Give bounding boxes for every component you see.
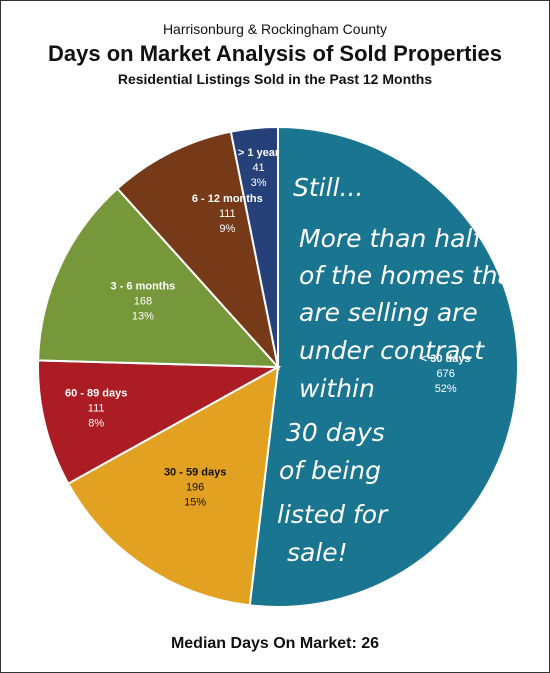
region-title: Harrisonburg & Rockingham County [162,21,388,37]
annotation-line-9: listed for [277,500,389,529]
median-label: Median Days On Market: [170,635,357,652]
slice-count-30-days: 676 [437,368,455,380]
pie-slice-30-days [248,125,519,608]
slice-count-6-12-months: 111 [219,208,236,220]
chart-title: Days on Market Analysis of Sold Properti… [48,41,502,66]
slice-count-3-6-months: 168 [134,296,152,308]
annotation-line-7: 30 days [286,418,385,447]
slice-count-1-year: 41 [252,162,264,174]
slice-percent-60-89-days: 8% [88,417,104,429]
slice-label-30-days: < 30 days [421,353,471,365]
slice-label-3-6-months: 3 - 6 months [111,281,176,293]
annotation-line-6: within [299,374,375,403]
slice-label-30-59-days: 30 - 59 days [164,467,226,479]
slice-count-60-89-days: 111 [88,402,105,414]
slice-percent-30-days: 52% [435,383,457,395]
slice-percent-30-59-days: 15% [184,497,206,509]
slice-percent-1-year: 3% [251,177,267,189]
annotation-line-10: sale! [287,538,348,567]
annotation-line-3: of the homes that [299,261,524,290]
pie-slice-3-6-months [37,187,281,369]
slice-count-30-59-days: 196 [186,482,204,494]
pie-slice-60-89-days [37,359,282,486]
chart-subtitle: Residential Listings Sold in the Past 12… [117,71,433,87]
slice-percent-6-12-months: 9% [219,223,235,235]
annotation-line-4: are selling are [299,298,478,327]
slice-label-6-12-months: 6 - 12 months [192,193,263,205]
median-value: 26 [361,635,380,652]
annotation-line-5: under contract [299,336,485,365]
median-days-footer: Median Days On Market: 26 [1,635,549,653]
annotation-line-2: More than half [299,224,484,253]
pie-slice-6-12-months [116,130,280,371]
slice-label-60-89-days: 60 - 89 days [65,387,127,399]
slice-label-1-year: > 1 year [238,147,280,159]
annotation-line-1: Still... [293,173,363,202]
slice-percent-3-6-months: 13% [132,311,154,323]
pie-slice-1-year [229,125,279,368]
pie-slice-30-59-days [66,365,280,607]
annotation-line-8: of being [279,456,381,485]
